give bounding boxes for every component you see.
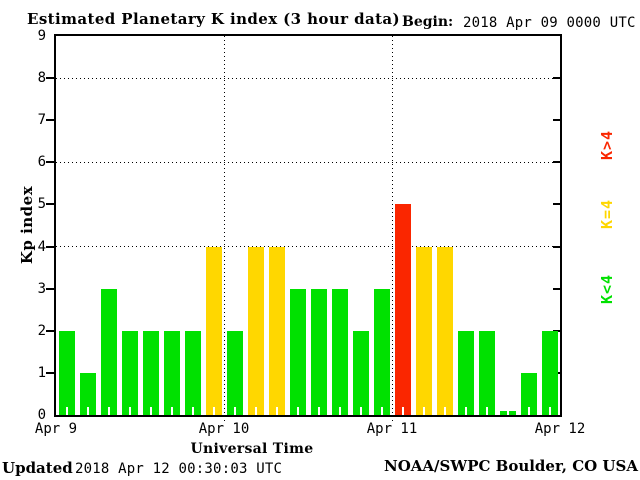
kp-bar xyxy=(163,330,180,415)
kp-bar xyxy=(394,204,411,415)
y-tick-label: 3 xyxy=(37,280,46,297)
kp-bar xyxy=(205,246,222,415)
y-axis-tick-left xyxy=(46,161,54,164)
credit-text: NOAA/SWPC Boulder, CO USA xyxy=(383,457,638,475)
bar-base-tick xyxy=(275,407,278,415)
plot-area xyxy=(54,34,562,423)
bar-base-tick xyxy=(359,407,362,415)
kp-bar xyxy=(184,330,201,415)
kp-bar xyxy=(247,246,264,415)
gridline-k6 xyxy=(56,161,560,163)
bar-base-tick xyxy=(65,407,68,415)
bar-base-tick xyxy=(443,407,446,415)
y-axis-tick-left xyxy=(46,203,54,206)
bar-base-tick xyxy=(464,407,467,415)
x-tick-label: Apr 11 xyxy=(366,421,418,437)
y-axis-tick-right xyxy=(553,119,560,122)
bar-base-tick xyxy=(170,407,173,415)
y-axis-tick-left xyxy=(46,287,54,290)
bar-base-tick xyxy=(317,407,320,415)
gridline-k4 xyxy=(56,246,560,248)
y-tick-label: 9 xyxy=(37,28,46,44)
bar-base-tick xyxy=(233,407,236,415)
kp-bar xyxy=(331,288,348,415)
kp-bar xyxy=(478,330,495,415)
y-tick-label: 2 xyxy=(37,322,46,339)
y-tick-label: 0 xyxy=(37,407,46,423)
bar-base-tick xyxy=(107,407,110,415)
bar-base-tick xyxy=(212,407,215,415)
kp-bar xyxy=(289,288,306,415)
kp-bar xyxy=(457,330,474,415)
legend-item: K<4 xyxy=(592,257,622,321)
bar-base-tick xyxy=(485,407,488,415)
x-tick-label: Apr 12 xyxy=(534,421,586,437)
y-tick-label: 5 xyxy=(37,196,46,213)
kp-bar xyxy=(268,246,285,415)
kp-bar xyxy=(58,330,75,415)
x-tick-label: Apr 10 xyxy=(198,421,250,437)
bar-base-tick xyxy=(401,407,404,415)
y-axis-tick-left xyxy=(46,245,54,248)
bar-base-tick xyxy=(191,407,194,415)
kp-bar xyxy=(100,288,117,415)
begin-label: Begin: xyxy=(402,14,454,30)
kp-bar xyxy=(226,330,243,415)
y-axis-title: Kp index xyxy=(18,185,36,265)
kp-bar xyxy=(541,330,558,415)
y-axis-tick-right xyxy=(553,329,560,332)
bar-base-tick xyxy=(422,407,425,415)
y-axis-tick-left xyxy=(46,119,54,122)
kp-bar xyxy=(415,246,432,415)
bar-base-tick xyxy=(527,407,530,415)
updated-label: Updated xyxy=(2,459,73,477)
day-boundary-line xyxy=(391,36,393,423)
y-tick-label: 8 xyxy=(37,70,46,87)
kp-bar xyxy=(520,372,537,415)
y-tick-label: 4 xyxy=(37,238,46,255)
chart-title: Estimated Planetary K index (3 hour data… xyxy=(27,10,401,28)
x-tick-label: Apr 9 xyxy=(34,421,78,437)
legend-item: K=4 xyxy=(592,182,622,246)
gridline-k8 xyxy=(56,77,560,79)
begin-value: 2018 Apr 09 0000 UTC xyxy=(463,15,636,31)
kp-bar xyxy=(121,330,138,415)
y-tick-label: 1 xyxy=(37,364,46,381)
bar-base-tick xyxy=(548,407,551,415)
bar-base-tick xyxy=(254,407,257,415)
bar-base-tick xyxy=(380,407,383,415)
y-tick-label: 6 xyxy=(37,154,46,171)
bar-base-tick xyxy=(86,407,89,415)
kp-bar xyxy=(79,372,96,415)
bar-base-tick xyxy=(149,407,152,415)
bar-base-tick xyxy=(338,407,341,415)
bar-base-tick xyxy=(128,407,131,415)
legend-item: K>4 xyxy=(592,113,622,177)
bar-base-tick xyxy=(506,407,509,415)
kp-bar xyxy=(142,330,159,415)
kp-bar xyxy=(499,407,516,415)
y-axis-tick-left xyxy=(46,329,54,332)
kp-bar xyxy=(436,246,453,415)
y-axis-tick-right xyxy=(553,203,560,206)
y-tick-label: 7 xyxy=(37,112,46,129)
x-axis-title: Universal Time xyxy=(190,441,314,457)
kp-bar xyxy=(310,288,327,415)
bar-base-tick xyxy=(296,407,299,415)
y-axis-tick-right xyxy=(553,287,560,290)
day-boundary-line xyxy=(223,36,225,423)
y-axis-tick-left xyxy=(46,77,54,80)
y-axis-tick-left xyxy=(46,371,54,374)
legend-label: K<4 xyxy=(598,273,616,305)
kp-bar xyxy=(352,330,369,415)
legend-label: K=4 xyxy=(598,198,616,230)
kp-bar xyxy=(373,288,390,415)
updated-timestamp: 2018 Apr 12 00:30:03 UTC xyxy=(75,461,283,477)
legend-label: K>4 xyxy=(598,129,616,161)
